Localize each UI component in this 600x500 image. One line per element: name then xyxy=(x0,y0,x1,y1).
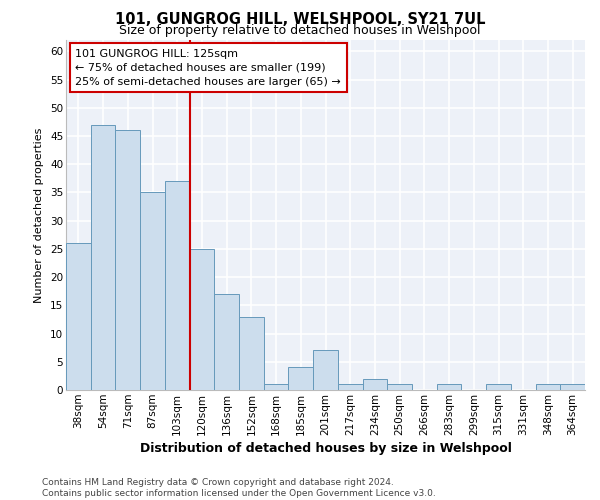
Bar xyxy=(437,384,461,390)
Bar xyxy=(264,384,289,390)
Bar xyxy=(239,316,264,390)
Bar xyxy=(338,384,362,390)
Bar xyxy=(115,130,140,390)
X-axis label: Distribution of detached houses by size in Welshpool: Distribution of detached houses by size … xyxy=(140,442,511,455)
Bar xyxy=(560,384,585,390)
Bar xyxy=(362,378,387,390)
Bar xyxy=(289,368,313,390)
Bar xyxy=(536,384,560,390)
Bar xyxy=(165,181,190,390)
Bar xyxy=(387,384,412,390)
Bar xyxy=(486,384,511,390)
Text: Contains HM Land Registry data © Crown copyright and database right 2024.
Contai: Contains HM Land Registry data © Crown c… xyxy=(42,478,436,498)
Bar xyxy=(214,294,239,390)
Bar xyxy=(313,350,338,390)
Bar xyxy=(190,249,214,390)
Text: 101, GUNGROG HILL, WELSHPOOL, SY21 7UL: 101, GUNGROG HILL, WELSHPOOL, SY21 7UL xyxy=(115,12,485,27)
Y-axis label: Number of detached properties: Number of detached properties xyxy=(34,128,44,302)
Bar xyxy=(91,124,115,390)
Text: 101 GUNGROG HILL: 125sqm
← 75% of detached houses are smaller (199)
25% of semi-: 101 GUNGROG HILL: 125sqm ← 75% of detach… xyxy=(76,49,341,87)
Bar xyxy=(140,192,165,390)
Bar xyxy=(66,243,91,390)
Text: Size of property relative to detached houses in Welshpool: Size of property relative to detached ho… xyxy=(119,24,481,37)
